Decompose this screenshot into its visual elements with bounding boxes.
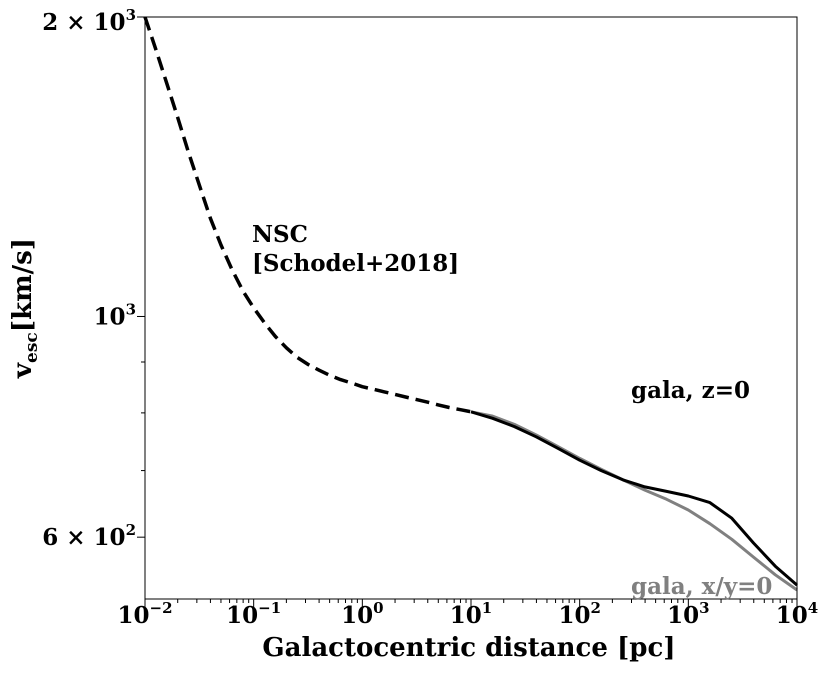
y-tick-label-2: 6 × 102 — [42, 521, 136, 551]
y-axis-label-sub: esc — [22, 332, 42, 363]
series-line-2 — [470, 410, 798, 592]
x-tick-label-6: 104 — [776, 599, 818, 629]
svg-text:vesc[km/s]: vesc[km/s] — [8, 238, 42, 379]
x-tick-label-4: 102 — [558, 599, 600, 629]
x-tick-label-1: 10−1 — [226, 599, 281, 629]
series-label-gala-z0: gala, z=0 — [631, 377, 750, 404]
y-tick-label-1: 103 — [94, 300, 136, 330]
y-axis-label-unit: [km/s] — [8, 238, 38, 332]
series-line-1 — [470, 410, 798, 587]
y-axis: 2 × 103 103 6 × 102 — [42, 6, 145, 551]
series-label-nsc-line2: [Schodel+2018] — [252, 250, 459, 277]
y-axis-label: vesc[km/s] — [8, 238, 42, 379]
y-tick-label-0: 2 × 103 — [42, 6, 136, 36]
x-axis-label: Galactocentric distance [pc] — [262, 633, 675, 663]
x-tick-label-3: 101 — [450, 599, 492, 629]
series-label-gala-xy0: gala, x/y=0 — [631, 573, 772, 600]
y-axis-label-main: v — [8, 362, 38, 379]
x-tick-label-2: 100 — [341, 599, 383, 629]
x-axis: 10−2 10−1 100 101 102 103 104 — [117, 599, 818, 629]
series-layer — [143, 16, 798, 592]
x-tick-label-0: 10−2 — [117, 599, 172, 629]
series-labels: NSC [Schodel+2018] gala, z=0 gala, x/y=0 — [252, 221, 772, 600]
series-label-nsc-line1: NSC — [252, 221, 308, 248]
series-line-0 — [143, 16, 472, 414]
x-tick-label-5: 103 — [667, 599, 709, 629]
